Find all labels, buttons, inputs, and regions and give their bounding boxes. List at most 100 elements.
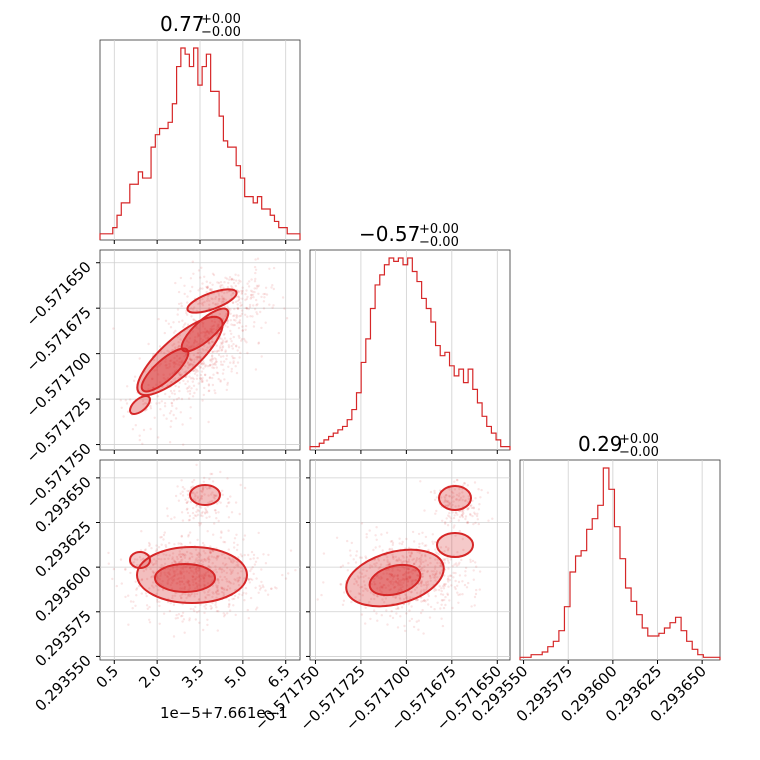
scatter-p2-p0-point bbox=[182, 575, 186, 578]
scatter-p2-p0-point bbox=[229, 568, 232, 571]
scatter-p2-p0-point bbox=[192, 572, 196, 575]
scatter-p1-p0-point bbox=[244, 292, 247, 296]
scatter-p2-p0-point bbox=[175, 568, 179, 571]
scatter-p1-p0-point bbox=[248, 305, 252, 309]
scatter-p2-p1-point bbox=[398, 596, 401, 599]
scatter-p2-p0-point bbox=[225, 577, 228, 581]
scatter-p2-p0-point bbox=[216, 590, 219, 593]
scatter-p2-p0-point bbox=[187, 580, 191, 583]
scatter-p1-p0-point bbox=[250, 294, 253, 297]
scatter-p1-p0-point bbox=[244, 324, 248, 328]
scatter-p2-p0-point bbox=[186, 489, 189, 493]
scatter-p2-p1-point bbox=[491, 517, 494, 520]
scatter-p2-p1-point bbox=[434, 548, 437, 551]
scatter-p1-p0-point bbox=[255, 287, 258, 290]
scatter-p2-p1-point bbox=[463, 482, 466, 485]
scatter-p2-p0-point bbox=[172, 574, 176, 578]
scatter-p2-p0-point bbox=[124, 595, 127, 599]
scatter-p2-p1-point bbox=[404, 596, 408, 600]
scatter-p1-p0-point bbox=[150, 377, 154, 381]
scatter-p1-p0-point bbox=[231, 277, 234, 281]
grid-lines bbox=[100, 40, 703, 660]
title-p0: 0.77 +0.00 −0.00 bbox=[160, 12, 241, 40]
scatter-p2-p0-point bbox=[247, 553, 250, 557]
scatter-p2-p0-point bbox=[196, 592, 199, 596]
scatter-p2-p1-point bbox=[421, 566, 424, 570]
scatter-p1-p0-point bbox=[212, 363, 216, 366]
scatter-p2-p1-point bbox=[446, 559, 450, 562]
scatter-p2-p1-point bbox=[478, 503, 481, 506]
scatter-p2-p0-point bbox=[221, 586, 224, 589]
scatter-p2-p0-point bbox=[270, 587, 273, 590]
scatter-p2-p0-point bbox=[172, 603, 176, 607]
scatter-p1-p0-point bbox=[192, 308, 195, 311]
scatter-p2-p0-point bbox=[205, 510, 209, 513]
scatter-p2-p0-point bbox=[221, 587, 224, 590]
scatter-p2-p1-point bbox=[425, 586, 428, 589]
scatter-p1-p0-point bbox=[138, 434, 141, 437]
scatter-p1-p0-point bbox=[210, 327, 213, 331]
scatter-p2-p0-point bbox=[261, 584, 264, 587]
scatter-p2-p1-point bbox=[391, 543, 394, 547]
scatter-p2-p0-point bbox=[209, 493, 213, 496]
scatter-p1-p0-point bbox=[199, 331, 203, 335]
scatter-p2-p0-point bbox=[163, 571, 166, 574]
scatter-p2-p1-point bbox=[339, 583, 343, 586]
scatter-p2-p0-point bbox=[198, 574, 201, 577]
scatter-p2-p1-point bbox=[372, 548, 375, 552]
scatter-p2-p0-point bbox=[179, 587, 182, 590]
scatter-p2-p1-point bbox=[456, 584, 459, 587]
scatter-p2-p0-point bbox=[145, 594, 148, 598]
scatter-p2-p0-point bbox=[227, 529, 230, 532]
scatter-p2-p1-point bbox=[397, 580, 401, 583]
scatter-p2-p0-point bbox=[170, 577, 173, 580]
scatter-p1-p0-point bbox=[241, 329, 244, 332]
scatter-p2-p0-point bbox=[160, 563, 163, 567]
scatter-p2-p1-point bbox=[470, 605, 473, 608]
scatter-p2-p1-point bbox=[423, 599, 426, 602]
scatter-p1-p0-point bbox=[237, 274, 240, 277]
scatter-p2-p1-point bbox=[410, 590, 413, 594]
scatter-p1-p0-point bbox=[201, 363, 204, 366]
scatter-p2-p0-point bbox=[195, 582, 198, 585]
scatter-p2-p0-point bbox=[179, 555, 182, 558]
scatter-p2-p0-point bbox=[243, 486, 247, 490]
scatter-p2-p0-point bbox=[223, 557, 227, 560]
scatter-p2-p0-point bbox=[168, 573, 172, 576]
scatter-p2-p1-point bbox=[365, 569, 368, 573]
scatter-p2-p0-point bbox=[220, 590, 224, 594]
scatter-p1-p0-point bbox=[189, 357, 192, 360]
scatter-p2-p1-point bbox=[385, 572, 388, 575]
scatter-p2-p0-point bbox=[198, 498, 202, 501]
scatter-p2-p0-point bbox=[249, 596, 253, 600]
scatter-p2-p0-point bbox=[231, 597, 234, 601]
scatter-p1-p0-point bbox=[250, 278, 253, 281]
scatter-p1-p0-point bbox=[167, 366, 170, 369]
scatter-p2-p1-point bbox=[377, 576, 380, 579]
scatter-p1-p0-point bbox=[241, 329, 244, 332]
scatter-p2-p1-point bbox=[441, 585, 445, 588]
contour-p1-p0-core bbox=[140, 347, 190, 393]
scatter-p2-p1-point bbox=[456, 513, 459, 516]
scatter-p1-p0-point bbox=[213, 317, 216, 320]
scatter-p1-p0-point bbox=[199, 366, 202, 369]
scatter-p2-p0-point bbox=[198, 575, 201, 578]
scatter-p2-p1-point bbox=[385, 531, 389, 534]
scatter-p2-p0-point bbox=[193, 561, 197, 564]
scatter-p2-p1-point bbox=[419, 591, 422, 594]
scatter-p2-p1-point bbox=[398, 583, 402, 587]
scatter-p2-p0-point bbox=[155, 548, 158, 551]
scatter-p1-p0-point bbox=[229, 308, 232, 311]
scatter-p2-p1-point bbox=[339, 583, 342, 586]
scatter-p1-p0-point bbox=[232, 343, 235, 346]
scatter-p2-p0-point bbox=[252, 557, 255, 560]
scatter-p2-p1-point bbox=[414, 560, 418, 563]
scatter-p1-p0-point bbox=[200, 378, 203, 381]
scatter-p2-p1-point bbox=[439, 607, 442, 610]
scatter-p2-p0-point bbox=[192, 608, 195, 611]
scatter-p2-p0-point bbox=[191, 578, 194, 582]
scatter-p2-p1-point bbox=[342, 599, 346, 602]
scatter-p2-p1-point bbox=[420, 579, 423, 583]
scatter-p1-p0-point bbox=[206, 346, 209, 349]
scatter-p2-p0-point bbox=[262, 585, 265, 589]
